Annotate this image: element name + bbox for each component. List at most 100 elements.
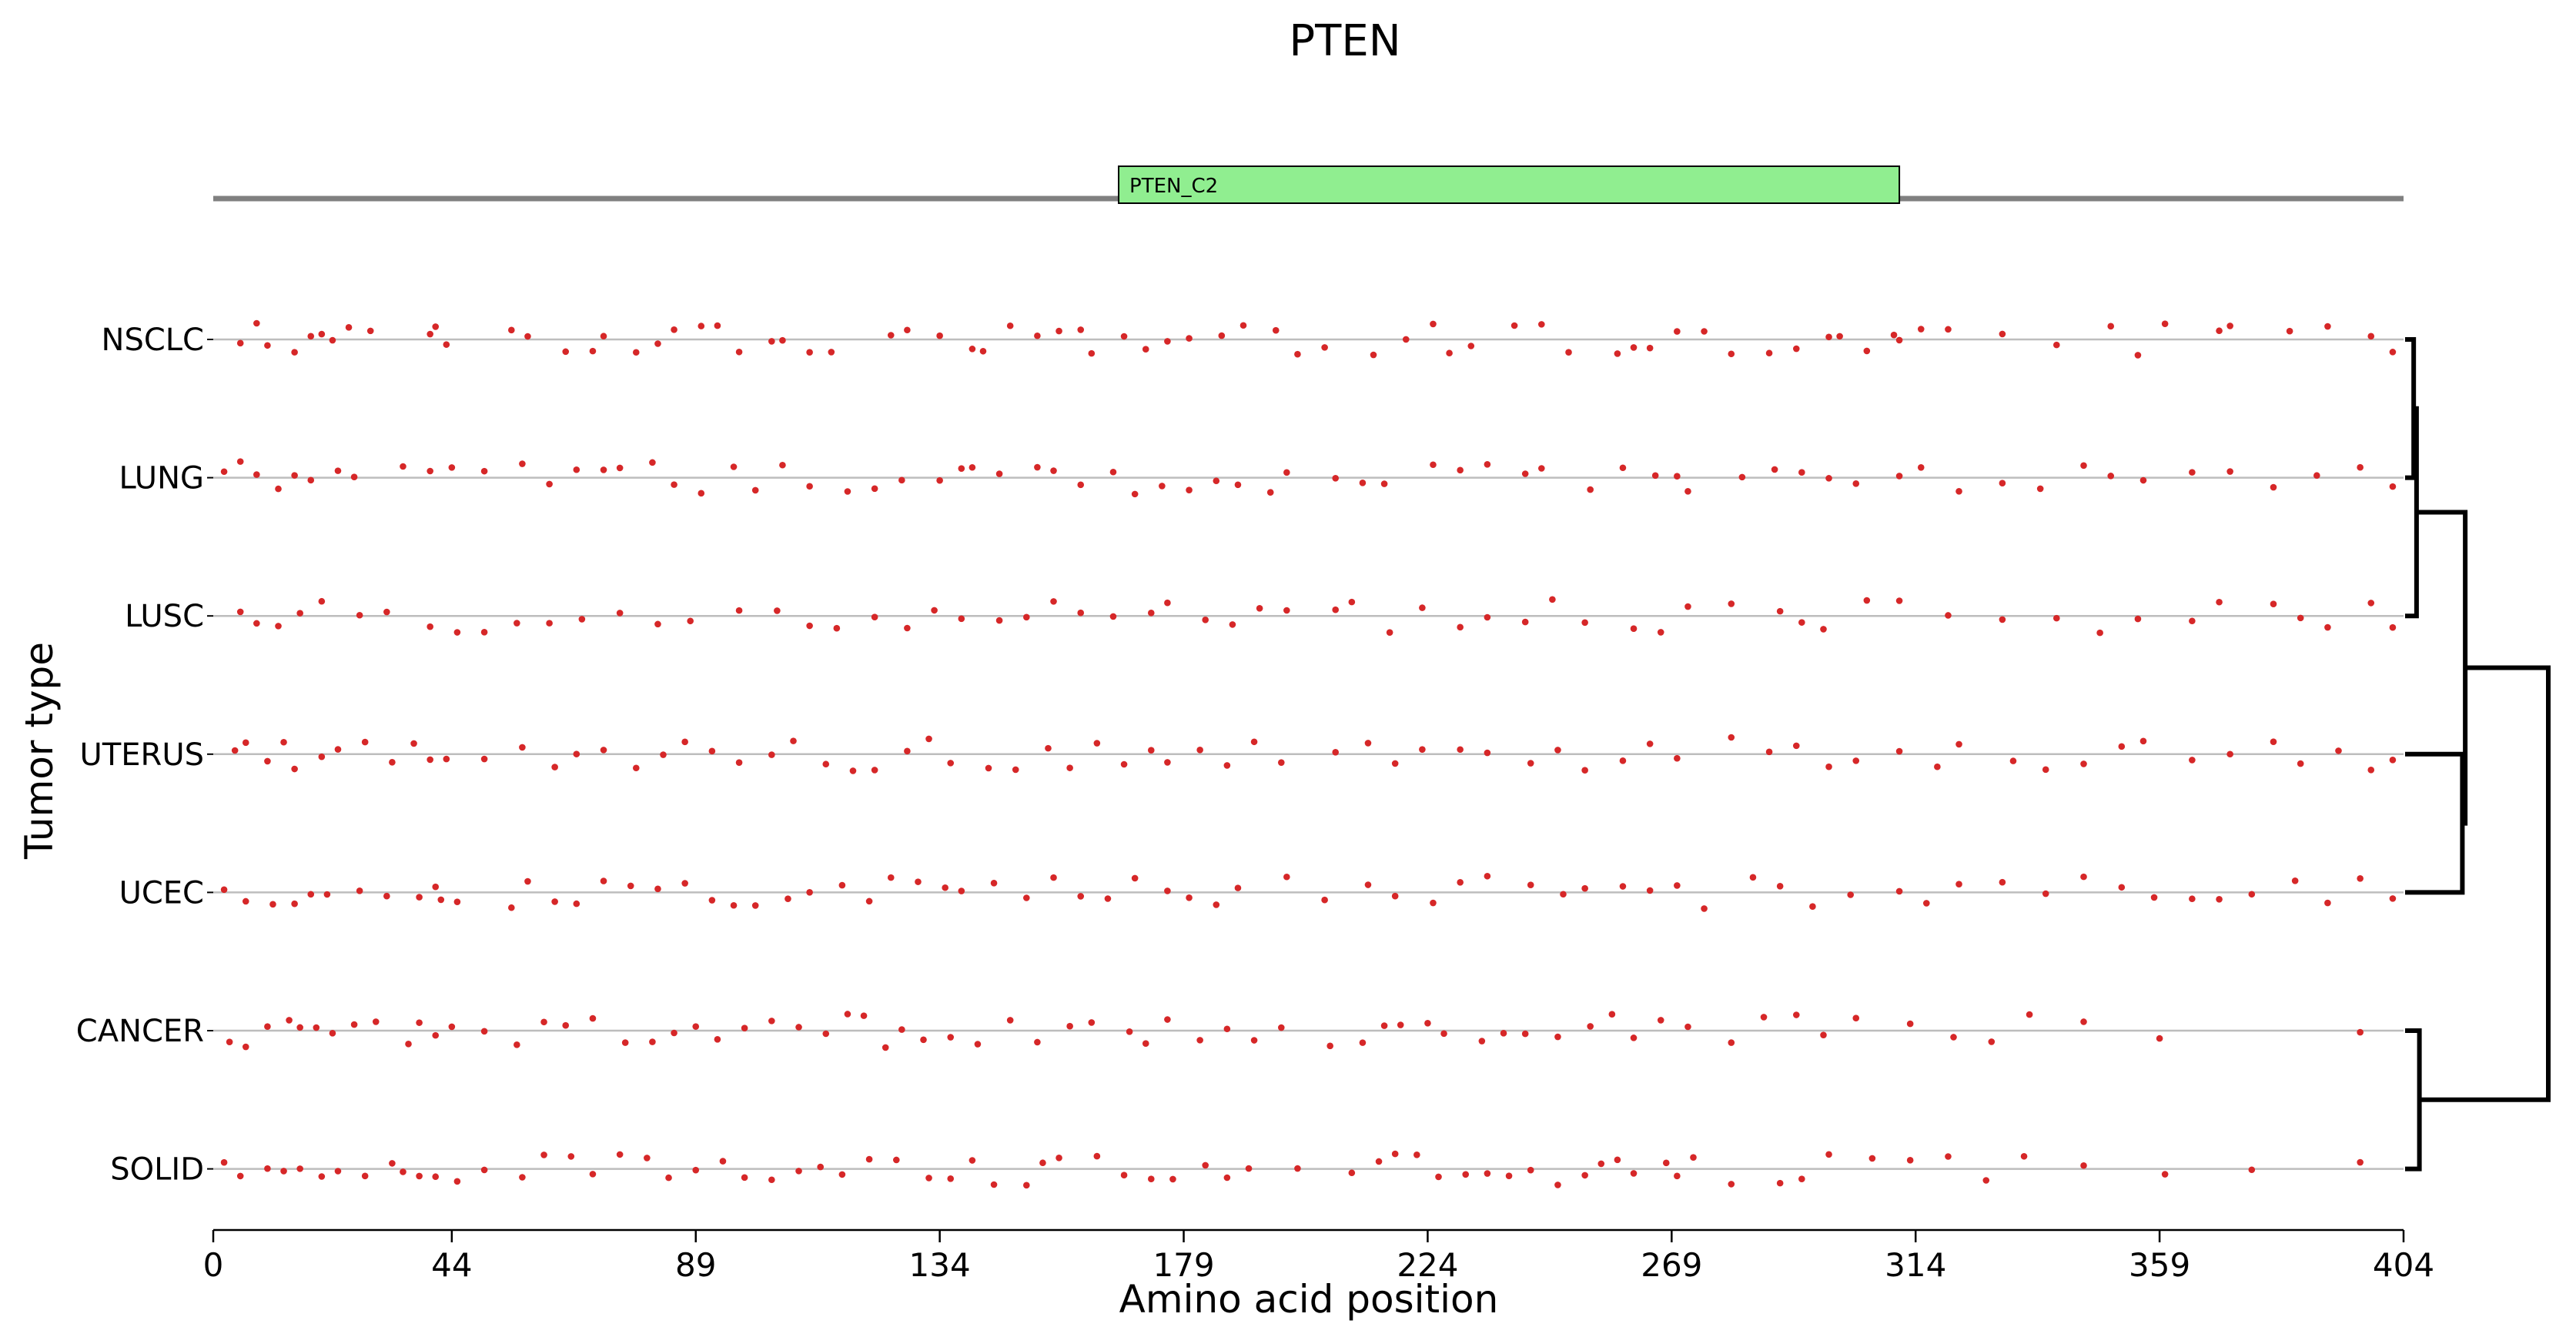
mutation-point — [546, 620, 553, 627]
mutation-point — [1852, 1014, 1860, 1021]
mutation-point — [589, 347, 597, 355]
mutation-point — [1510, 322, 1518, 329]
mutation-point — [1614, 350, 1621, 357]
mutation-point — [1809, 903, 1816, 911]
mutation-point — [904, 326, 911, 334]
row-label-ucec: UCEC — [119, 875, 204, 911]
mutation-point — [1397, 1021, 1404, 1028]
mutation-point — [1326, 1042, 1333, 1050]
mutation-point — [898, 476, 905, 484]
mutation-point — [600, 466, 607, 473]
mutation-point — [323, 891, 331, 898]
mutation-point — [925, 735, 932, 743]
mutation-point — [361, 1172, 369, 1180]
row-label-solid: SOLID — [110, 1152, 204, 1188]
mutation-point — [1023, 613, 1030, 621]
mutation-point — [714, 322, 721, 329]
mutation-point — [2367, 333, 2375, 340]
mutation-point — [350, 1021, 358, 1028]
mutation-point — [1630, 625, 1638, 632]
mutation-point — [882, 1044, 889, 1051]
mutation-point — [551, 764, 558, 770]
mutation-point — [1147, 1175, 1155, 1183]
mutation-point — [1364, 740, 1372, 747]
mutation-point — [936, 332, 943, 339]
mutation-point — [1055, 327, 1062, 335]
mutation-point — [1164, 759, 1171, 766]
mutation-point — [1239, 322, 1247, 329]
mutation-point — [1619, 757, 1627, 764]
mutation-point — [1164, 599, 1171, 607]
row-labels: NSCLC LUNG LUSC UTERUS UCEC CANCER SOLID — [76, 323, 213, 1188]
mutation-point — [1728, 734, 1735, 741]
mutation-point — [1266, 489, 1274, 496]
mutation-point — [1164, 1016, 1171, 1023]
mutation-point — [242, 739, 249, 747]
mutation-point — [1738, 473, 1746, 481]
mutation-point — [1370, 351, 1377, 359]
mutation-point — [904, 624, 911, 632]
mutation-point — [1250, 738, 1258, 746]
mutation-point — [1272, 326, 1280, 334]
mutation-point — [671, 326, 677, 333]
mutation-group-ucec — [220, 872, 2397, 912]
mutation-point — [768, 1018, 775, 1024]
mutation-point — [1836, 333, 1843, 340]
mutation-point — [2118, 884, 2126, 891]
mutation-point — [795, 1168, 802, 1175]
mutation-point — [1169, 1175, 1176, 1183]
mutation-point — [790, 737, 797, 744]
mutation-point — [1348, 1169, 1356, 1177]
mutation-point — [915, 878, 922, 885]
mutation-point — [480, 755, 488, 763]
mutation-point — [1587, 486, 1594, 493]
mutation-point — [995, 617, 1003, 624]
x-tick-label: 179 — [1153, 1246, 1214, 1284]
mutation-point — [372, 1018, 380, 1025]
mutation-point — [1440, 1030, 1447, 1038]
mutation-point — [318, 330, 326, 338]
mutation-point — [1050, 467, 1057, 474]
mutation-point — [1771, 466, 1778, 473]
mutation-point — [1749, 874, 1757, 881]
mutation-point — [2313, 472, 2320, 480]
mutation-point — [2036, 485, 2044, 493]
mutation-point — [1825, 333, 1832, 341]
dendrogram-link — [2405, 751, 2465, 895]
dendrogram-link — [2416, 510, 2468, 826]
mutation-point — [1955, 881, 1962, 887]
mutation-point — [1034, 1038, 1041, 1046]
mutation-point — [1196, 1037, 1203, 1044]
x-tick-label: 134 — [909, 1246, 971, 1284]
mutation-point — [1142, 346, 1149, 353]
mutation-point — [1088, 1019, 1096, 1026]
mutation-point — [453, 898, 461, 905]
mutation-point — [2248, 1166, 2256, 1174]
mutation-point — [2389, 756, 2397, 764]
mutation-point — [405, 1041, 412, 1048]
mutation-point — [1321, 344, 1328, 351]
mutation-point — [1646, 344, 1654, 352]
mutation-point — [567, 1153, 575, 1160]
mutation-point — [708, 897, 716, 904]
mutation-group-nsclc — [236, 319, 2397, 359]
mutation-point — [291, 349, 298, 356]
mutation-point — [2270, 738, 2277, 745]
mutation-point — [1348, 598, 1356, 606]
mutation-point — [1728, 600, 1735, 607]
mutation-point — [817, 1163, 825, 1171]
mutation-point — [1945, 1153, 1952, 1160]
mutation-point — [264, 1165, 271, 1172]
mutation-point — [383, 892, 390, 900]
mutation-point — [1142, 1040, 1149, 1048]
mutation-point — [1614, 1156, 1621, 1164]
mutation-point — [1120, 333, 1128, 340]
mutation-point — [416, 1019, 423, 1026]
mutation-point — [1424, 1019, 1431, 1027]
y-axis-title: Tumor type — [17, 642, 62, 860]
mutation-point — [524, 877, 531, 885]
mutation-point — [1457, 879, 1464, 886]
mutation-point — [350, 473, 358, 480]
mutation-point — [1023, 1182, 1030, 1189]
mutation-point — [616, 1151, 624, 1158]
